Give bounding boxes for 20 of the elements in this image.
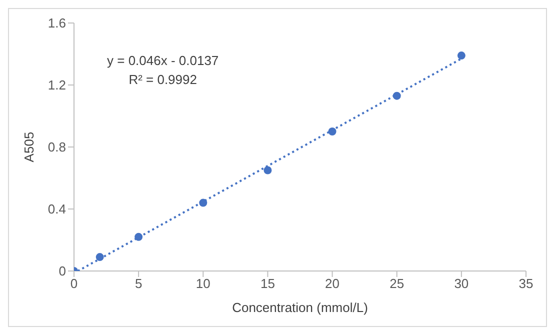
y-tick-label: 1.2 [48,78,66,93]
x-tick-label: 0 [70,276,78,292]
x-tick-label: 10 [196,276,210,292]
y-tick-label: 0.8 [48,140,66,155]
x-axis-title: Concentration (mmol/L) [232,300,368,315]
point [96,253,104,262]
annotation: R² = 0.9992 [128,71,198,89]
y-tick-label: 1.6 [48,16,66,31]
x-tick-label: 30 [454,276,469,292]
x-tick-label: 15 [260,276,275,292]
annotation: y = 0.046x - 0.0137 [107,52,219,70]
x-tick-label: 25 [390,276,404,292]
y-axis-title: A505 [22,132,37,162]
y-tick-label: 0.4 [48,202,66,217]
point [264,166,272,174]
x-tick-label: 20 [325,276,340,292]
point [457,52,466,60]
x-tick-label: 35 [518,276,534,292]
x-tick-label: 5 [134,276,142,292]
y-tick-label: 0 [58,264,66,279]
